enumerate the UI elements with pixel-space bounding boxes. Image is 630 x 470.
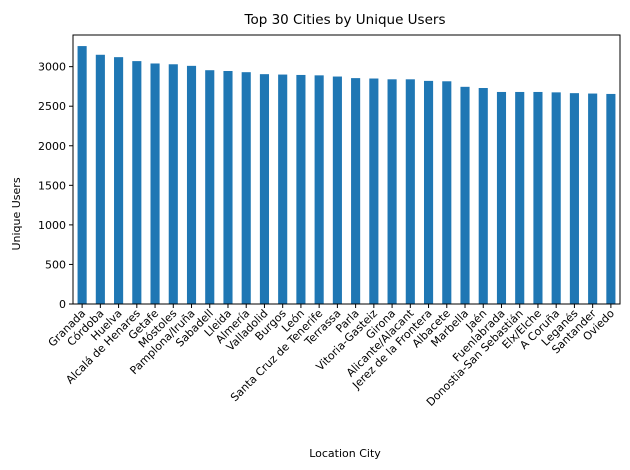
bars: [77, 46, 616, 305]
bar: [588, 93, 598, 304]
bar: [114, 57, 124, 305]
bar: [405, 79, 415, 305]
y-tick-label: 3000: [38, 61, 66, 74]
bar: [423, 80, 434, 304]
bar: [515, 91, 525, 304]
bar: [278, 74, 288, 304]
bar: [387, 79, 397, 305]
y-tick-label: 500: [45, 258, 66, 271]
bar: [259, 74, 270, 304]
y-tick-label: 2000: [38, 140, 66, 153]
bar: [460, 86, 470, 305]
bar: [296, 74, 306, 305]
bar: [606, 93, 616, 304]
bar: [533, 91, 543, 304]
bar: [241, 72, 251, 304]
y-tick-label: 1500: [38, 179, 66, 192]
bar: [351, 78, 361, 305]
bar: [132, 61, 142, 304]
chart-title: Top 30 Cities by Unique Users: [244, 12, 446, 28]
y-tick-label: 1000: [38, 219, 66, 232]
y-tick-label: 0: [59, 298, 66, 311]
bar: [314, 75, 324, 304]
bar: [223, 70, 233, 304]
bar: [478, 88, 488, 305]
bar: [569, 93, 579, 304]
y-tick-label: 2500: [38, 100, 66, 113]
bar: [77, 46, 87, 304]
y-axis-label: Unique Users: [10, 177, 23, 250]
y-axis: 0 500 1000 1500 2000 2500 3000: [38, 61, 73, 311]
bar: [186, 65, 197, 304]
bar: [332, 76, 342, 304]
bar: [95, 54, 105, 304]
bar: [442, 81, 452, 305]
plot-frame: [72, 34, 621, 305]
bar: [551, 92, 561, 304]
bar: [168, 64, 178, 304]
bar: [496, 91, 507, 304]
x-axis-label: Location City: [309, 447, 381, 460]
bar: [150, 63, 160, 304]
bar: [205, 70, 215, 304]
bar: [369, 78, 379, 304]
